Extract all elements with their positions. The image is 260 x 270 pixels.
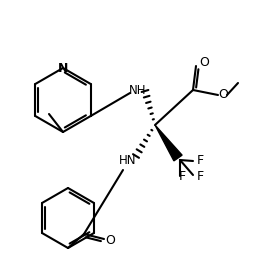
Text: O: O xyxy=(199,56,209,69)
Text: F: F xyxy=(178,170,186,184)
Text: NH: NH xyxy=(129,85,147,97)
Text: O: O xyxy=(105,235,115,248)
Text: HN: HN xyxy=(119,154,137,167)
Text: F: F xyxy=(197,170,204,184)
Text: N: N xyxy=(58,62,68,76)
Polygon shape xyxy=(155,125,182,161)
Text: F: F xyxy=(197,154,204,167)
Text: O: O xyxy=(218,89,228,102)
